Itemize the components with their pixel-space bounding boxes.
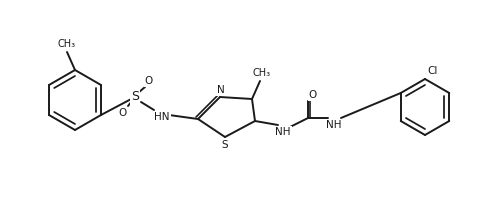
Text: Cl: Cl [428, 66, 438, 76]
Text: N: N [217, 85, 225, 95]
Text: CH₃: CH₃ [58, 39, 76, 49]
Text: S: S [222, 140, 228, 150]
Text: NH: NH [275, 127, 291, 137]
Text: O: O [119, 108, 127, 118]
Text: NH: NH [326, 120, 342, 130]
Text: CH₃: CH₃ [253, 68, 271, 78]
Text: O: O [145, 76, 153, 86]
Text: HN: HN [154, 112, 170, 122]
Text: O: O [309, 90, 317, 100]
Text: S: S [131, 91, 139, 103]
